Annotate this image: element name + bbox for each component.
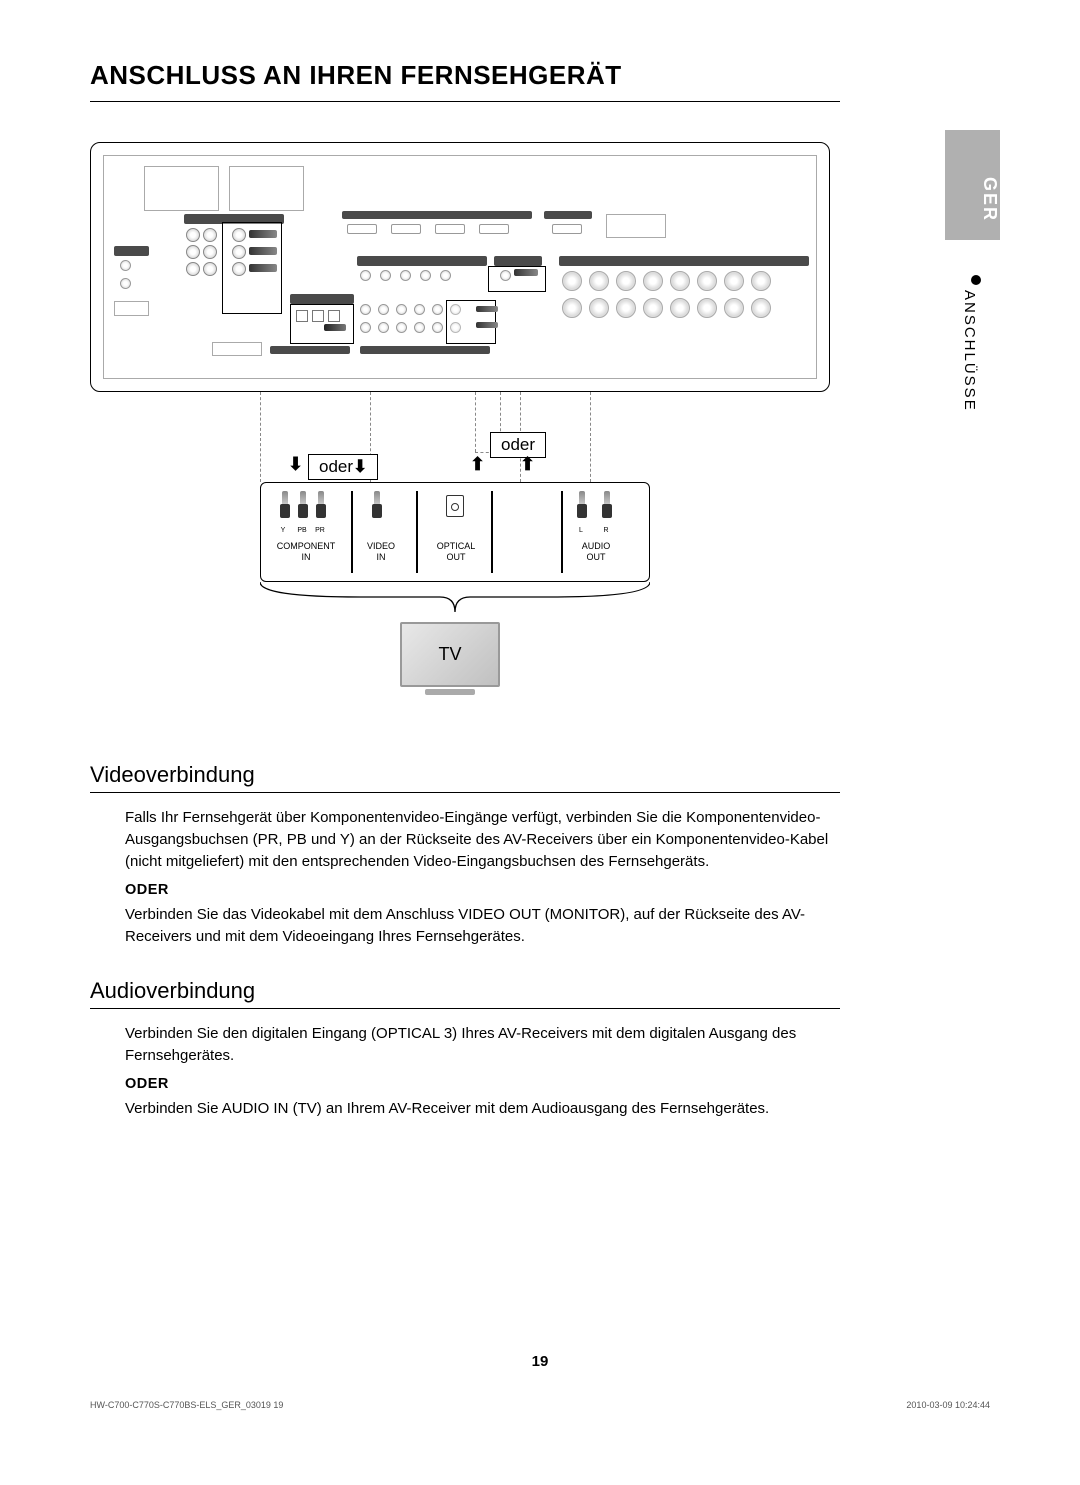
language-tab: GER	[945, 130, 1000, 240]
audio-p1: Verbinden Sie den digitalen Eingang (OPT…	[125, 1023, 830, 1067]
video-heading: Videoverbindung	[90, 762, 840, 793]
section-side-label: ANSCHLÜSSE	[961, 290, 978, 412]
arrow-up-icon: ⬆	[470, 454, 485, 475]
page-number: 19	[90, 1353, 990, 1370]
optical-out-label: OPTICAL OUT	[426, 541, 486, 563]
footer-right: 2010-03-09 10:24:44	[906, 1400, 990, 1410]
receiver-panel	[90, 142, 830, 392]
oder-label-video: oder⬇	[308, 454, 378, 480]
video-in-label: VIDEO IN	[356, 541, 406, 563]
footer-left: HW-C700-C770S-C770BS-ELS_GER_03019 19	[90, 1400, 283, 1410]
page-title: ANSCHLUSS AN IHREN FERNSEHGERÄT	[90, 60, 840, 102]
tv-unit: TV	[400, 622, 500, 702]
connection-diagram: ⬇ oder⬇ oder ⬆ ⬆ Y PB PR COMPONENT IN VI…	[90, 142, 840, 722]
video-section: Videoverbindung Falls Ihr Fernsehgerät ü…	[90, 762, 990, 948]
component-pb-label: PB	[295, 527, 309, 534]
video-oder: ODER	[125, 882, 990, 898]
component-in-label: COMPONENT IN	[271, 541, 341, 563]
component-pr-label: PR	[313, 527, 327, 534]
tv-input-panel: Y PB PR COMPONENT IN VIDEO IN OPTICAL OU…	[260, 482, 650, 582]
video-p2: Verbinden Sie das Videokabel mit dem Ans…	[125, 904, 830, 948]
oder-label-audio: oder	[490, 432, 546, 458]
arrow-down-icon: ⬇	[288, 454, 303, 475]
audio-out-label: AUDIO OUT	[571, 541, 621, 563]
audio-p2: Verbinden Sie AUDIO IN (TV) an Ihrem AV-…	[125, 1098, 830, 1120]
audio-section: Audioverbindung Verbinden Sie den digita…	[90, 978, 990, 1120]
oder-text: oder	[319, 457, 353, 476]
component-y-label: Y	[277, 527, 289, 534]
manual-page: GER ANSCHLÜSSE ANSCHLUSS AN IHREN FERNSE…	[90, 60, 990, 1420]
audio-r-label: R	[600, 527, 612, 534]
video-p1: Falls Ihr Fernsehgerät über Komponentenv…	[125, 807, 830, 872]
tv-screen-label: TV	[400, 622, 500, 687]
audio-l-label: L	[575, 527, 587, 534]
brace-icon	[260, 582, 650, 622]
audio-oder: ODER	[125, 1076, 990, 1092]
side-bullet	[971, 275, 981, 285]
audio-heading: Audioverbindung	[90, 978, 840, 1009]
arrow-up-icon: ⬆	[520, 454, 535, 475]
